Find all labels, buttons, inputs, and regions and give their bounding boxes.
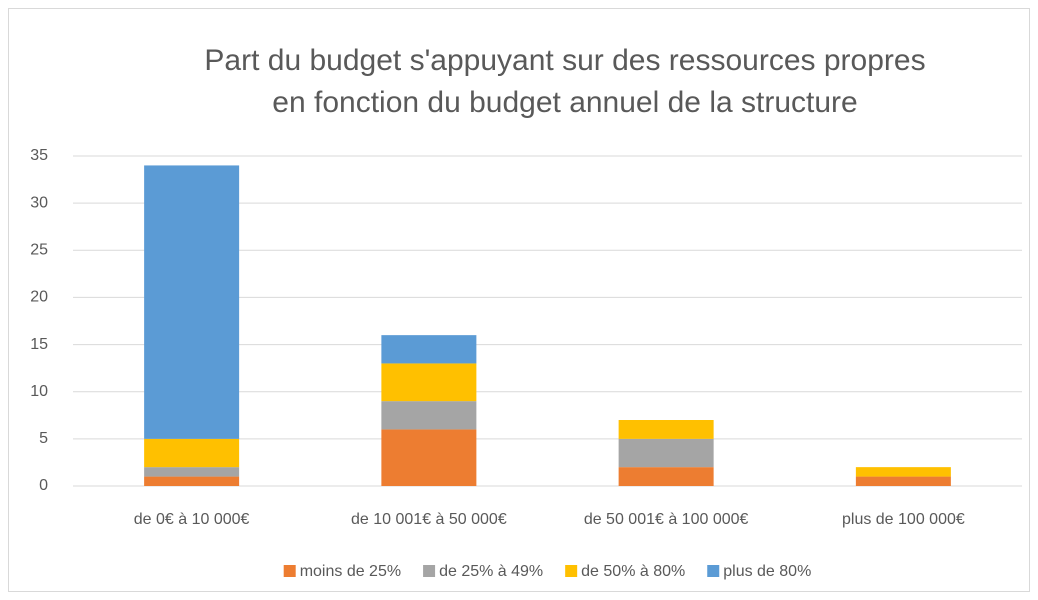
y-tick-label: 25 xyxy=(30,242,48,259)
y-tick-label: 5 xyxy=(39,430,48,447)
bar-segment xyxy=(618,467,714,486)
bar-segment xyxy=(855,467,951,477)
bar-segment xyxy=(855,476,951,486)
bar-segment xyxy=(381,429,477,486)
y-tick-label: 0 xyxy=(39,477,48,494)
bar-segment xyxy=(381,401,477,430)
bar-segment xyxy=(144,438,240,468)
bar-segment xyxy=(618,438,714,468)
bar-segment xyxy=(618,420,714,439)
y-tick-label: 15 xyxy=(30,336,48,353)
y-tick-label: 30 xyxy=(30,194,48,211)
legend-label: plus de 80% xyxy=(723,563,811,580)
bar-segment xyxy=(381,363,477,402)
bar-segment xyxy=(144,165,240,439)
y-tick-label: 10 xyxy=(30,383,48,400)
legend-label: de 50% à 80% xyxy=(581,563,685,580)
x-tick-label: de 10 001€ à 50 000€ xyxy=(351,511,507,528)
chart-title: Part du budget s'appuyant sur des ressou… xyxy=(204,44,925,77)
x-tick-label: de 50 001€ à 100 000€ xyxy=(584,511,749,528)
bar-segment xyxy=(144,476,240,486)
bar-segment xyxy=(144,467,240,477)
legend-swatch xyxy=(423,565,436,577)
legend-swatch xyxy=(707,565,720,577)
chart-title: en fonction du budget annuel de la struc… xyxy=(272,86,857,119)
x-tick-label: plus de 100 000€ xyxy=(842,511,965,528)
x-tick-label: de 0€ à 10 000€ xyxy=(134,511,250,528)
legend-swatch xyxy=(565,565,578,577)
y-tick-label: 35 xyxy=(30,147,48,164)
y-tick-label: 20 xyxy=(30,289,48,306)
legend-swatch xyxy=(283,565,296,577)
legend-label: moins de 25% xyxy=(300,563,401,580)
legend-label: de 25% à 49% xyxy=(439,563,543,580)
bar-segment xyxy=(381,335,477,364)
